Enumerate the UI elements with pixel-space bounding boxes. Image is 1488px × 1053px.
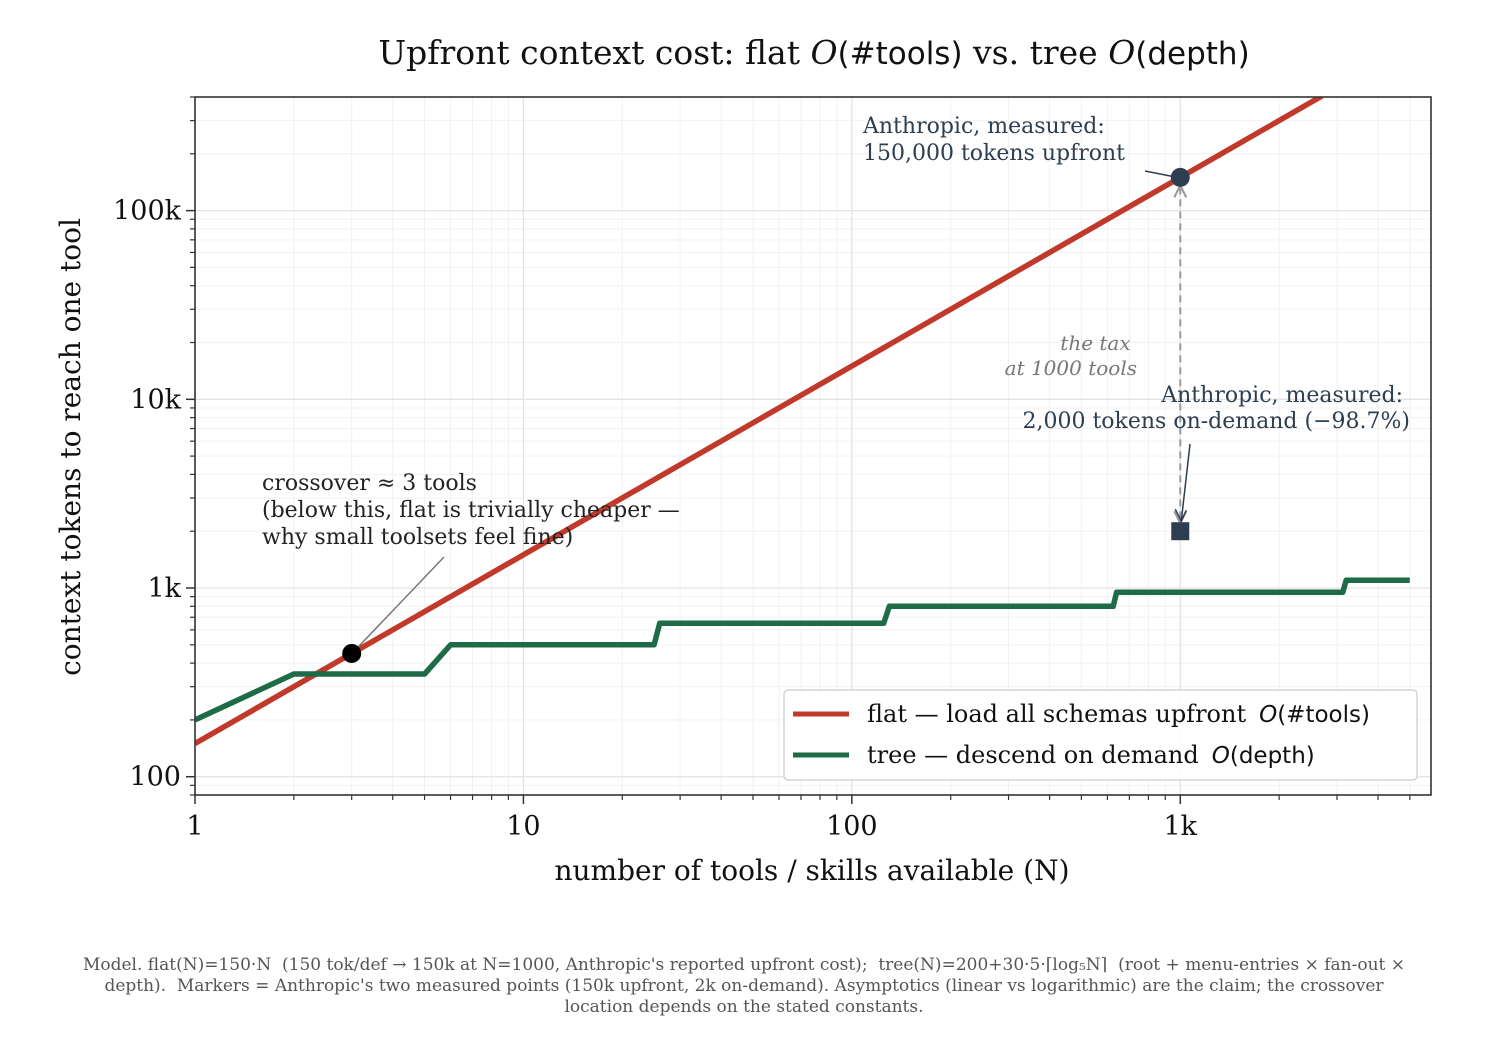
tax-line-2: at 1000 tools: [1005, 356, 1137, 380]
chart-canvas: 1 10 100 1k 100 1k 10k 100k Upfront context cos…: [54, 33, 1432, 887]
legend-tree-name: tree — descend on demand: [867, 741, 1199, 769]
flat-measured-marker: [1170, 167, 1190, 187]
legend-box: [783, 689, 1418, 781]
legend: flat — load all schemas upfront O(#tools)…: [783, 689, 1418, 781]
crossover-connector: [357, 556, 445, 648]
tax-annotation: the tax at 1000 tools: [1005, 331, 1137, 380]
tree-measured-line-1: Anthropic, measured:: [1160, 383, 1403, 408]
flat-measured-line-1: Anthropic, measured:: [862, 114, 1105, 139]
legend-tree-math: (depth): [1230, 743, 1315, 769]
y-tick-label: 100k: [113, 196, 182, 227]
flat-measured-line-2: 150,000 tokens upfront: [863, 141, 1125, 166]
title-mid: vs. tree: [963, 33, 1109, 72]
y-tick-label: 1k: [147, 573, 181, 604]
legend-label-tree: tree — descend on demand O(depth): [867, 741, 1315, 769]
crossover-annotation: crossover ≈ 3 tools (below this, flat is…: [262, 471, 687, 550]
tree-measured-connector: [1180, 443, 1191, 522]
footnote-line-1: Model. flat(N)=150·N (150 tok/def → 150k…: [82, 955, 1406, 975]
title-o1: O: [810, 33, 837, 72]
x-axis-label: number of tools / skills available (N): [554, 854, 1069, 887]
x-tick-label: 10: [506, 811, 540, 842]
footnote-line-2: depth). Markers = Anthropic's two measur…: [104, 976, 1384, 996]
crossover-marker: [342, 643, 362, 663]
crossover-line-2: (below this, flat is trivially cheaper —: [262, 498, 680, 523]
title-prefix: Upfront context cost: flat: [378, 33, 810, 72]
tree-measured-marker: [1171, 522, 1190, 541]
legend-flat-math: (#tools): [1277, 702, 1370, 728]
tax-line-1: the tax: [1060, 331, 1130, 355]
legend-flat-name: flat — load all schemas upfront: [867, 700, 1246, 728]
crossover-line-1: crossover ≈ 3 tools: [262, 471, 477, 496]
y-tick-label: 10k: [130, 384, 181, 415]
annotation-texts: Anthropic, measured: 150,000 tokens upfr…: [262, 114, 1410, 550]
footnote-line-3: location depends on the stated constants…: [564, 997, 924, 1017]
flat-measured-connector: [1144, 170, 1173, 178]
y-tick-label: 100: [129, 762, 181, 793]
title-arg1: (#tools): [838, 36, 963, 72]
title-o2: O: [1108, 33, 1135, 72]
chart-title: Upfront context cost: flat O(#tools) vs.…: [378, 33, 1249, 72]
crossover-line-3: why small toolsets feel fine): [262, 525, 573, 550]
tree-measured-annotation: Anthropic, measured: 2,000 tokens on-dem…: [1022, 383, 1410, 434]
tree-measured-line-2: 2,000 tokens on-demand (−98.7%): [1022, 409, 1410, 434]
series-line-flat: [195, 97, 1324, 746]
plot-frame: [194, 96, 1432, 796]
series-line-tree: [195, 577, 1410, 723]
title-arg2: (depth): [1135, 36, 1249, 72]
flat-measured-annotation: Anthropic, measured: 150,000 tokens upfr…: [862, 114, 1125, 166]
legend-label-flat: flat — load all schemas upfront O(#tools): [867, 700, 1370, 728]
tree-measured-arrowhead: [1174, 508, 1187, 523]
footnote: Model. flat(N)=150·N (150 tok/def → 150k…: [0, 955, 1488, 1018]
axis-ticks: 1 10 100 1k 100 1k 10k 100k: [113, 96, 1411, 842]
annotation-layer: [342, 167, 1191, 663]
x-tick-label: 1k: [1163, 811, 1197, 842]
y-axis-label: context tokens to reach one tool: [54, 218, 87, 676]
x-tick-label: 1: [186, 811, 203, 842]
minor-gridlines: [195, 96, 1431, 796]
x-tick-label: 100: [826, 811, 878, 842]
plot-series: [195, 97, 1410, 746]
